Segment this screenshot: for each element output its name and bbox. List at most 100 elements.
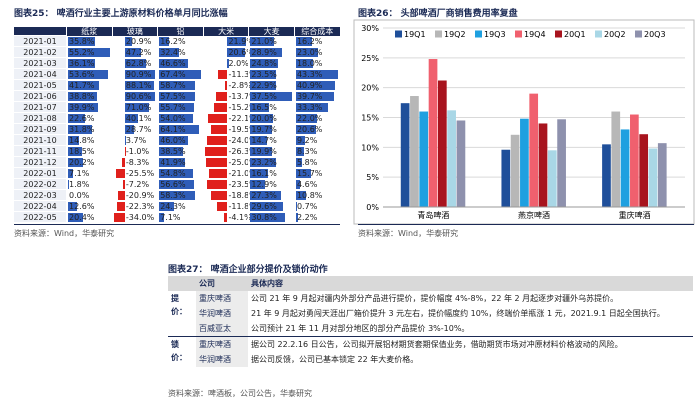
cell-text: 7.1% xyxy=(160,213,181,222)
cell-text: 24.8% xyxy=(251,59,277,68)
month-cell: 2021-09 xyxy=(14,124,66,135)
data-cell: -23.5% xyxy=(202,179,257,190)
data-cell: 24.3% xyxy=(157,201,203,212)
cell-text: 23.5% xyxy=(251,70,277,79)
month-cell: 2021-02 xyxy=(14,47,66,58)
data-cell: 23.0% xyxy=(293,47,340,58)
cell-text: -8.3% xyxy=(125,158,150,167)
cell-text: 38.8% xyxy=(69,92,95,101)
legend-label: 19Q2 xyxy=(444,30,466,39)
cell-text: 55.2% xyxy=(69,48,95,57)
bar xyxy=(400,103,410,207)
data-bar xyxy=(159,147,183,156)
cell-text: 7.1% xyxy=(69,169,90,178)
table-row: 华润啤酒 21 年 9 月起对勇闯天涯出厂箱价提升 3 元左右，提价幅度约 10%… xyxy=(168,306,693,321)
cell-text: -22.1% xyxy=(228,114,257,123)
data-cell: -22.3% xyxy=(111,201,158,212)
data-cell: 54.0% xyxy=(157,113,203,124)
data-bar xyxy=(68,103,99,112)
cell-text: 2.0% xyxy=(228,59,249,68)
table-row: 2021-06 38.8% 90.6% 57.5% -13.7% 37.5% 39.7% xyxy=(14,91,340,102)
cell-text: 28.7% xyxy=(125,125,152,134)
table-row: 提价： 重庆啤酒 公司 21 年 9 月起对疆内外部分产品进行提价，提价幅度 4%-… xyxy=(168,291,693,316)
month-cell: 2021-01 xyxy=(14,36,66,47)
company-cell: 重庆啤酒 xyxy=(196,291,248,306)
data-bar xyxy=(68,92,98,101)
data-bar xyxy=(295,37,312,46)
cell-text: 20.2% xyxy=(69,158,95,167)
data-bar xyxy=(210,125,228,134)
data-cell: 39.9% xyxy=(66,102,112,113)
cell-text: 35.8% xyxy=(69,37,95,46)
header-cell: 纸浆 xyxy=(66,27,112,36)
header-cell xyxy=(14,27,66,36)
month-cell: 2021-04 xyxy=(14,69,66,80)
data-bar xyxy=(159,191,196,200)
cell-text: 22.9% xyxy=(251,81,277,90)
data-cell: -19.5% xyxy=(202,124,257,135)
data-bar xyxy=(295,70,338,79)
cell-text: 56.6% xyxy=(160,180,186,189)
bar xyxy=(501,149,511,207)
data-bar xyxy=(68,70,109,79)
data-cell: 46.0% xyxy=(157,135,203,146)
table-row: 百威亚太 公司预计 21 年 11 月对部分地区的部分产品提价 3%-10%。 xyxy=(168,321,693,337)
data-bar xyxy=(217,70,228,79)
x-tick-label: 燕京啤酒 xyxy=(518,210,550,220)
cell-text: 62.8% xyxy=(125,59,152,68)
data-cell: 67.4% xyxy=(157,69,203,80)
data-cell: 38.8% xyxy=(66,91,112,102)
cell-text: 55.7% xyxy=(160,103,186,112)
data-bar xyxy=(159,213,164,222)
month-cell: 2021-03 xyxy=(14,58,66,69)
table-row: 2022-02 1.8% -7.2% 56.6% -23.5% 12.9% 4.6% xyxy=(14,179,340,190)
data-cell: 24.8% xyxy=(248,58,294,69)
data-cell: 55.7% xyxy=(157,102,203,113)
cell-text: -13.7% xyxy=(228,92,257,101)
data-bar xyxy=(159,37,170,46)
data-cell: 32.4% xyxy=(157,47,203,58)
legend-swatch xyxy=(555,30,562,38)
data-cell: -25.0% xyxy=(202,157,257,168)
bar xyxy=(428,59,438,207)
data-bar xyxy=(68,136,80,145)
data-cell: -4.1% xyxy=(202,212,252,223)
legend-swatch xyxy=(435,30,442,38)
data-cell: 29.6% xyxy=(248,201,294,212)
cell-text: 28.9% xyxy=(251,48,277,57)
data-cell: 31.8% xyxy=(66,124,112,135)
data-bar xyxy=(250,191,281,200)
data-cell: 71.0% xyxy=(111,102,158,113)
bar xyxy=(529,93,539,207)
data-bar xyxy=(68,125,92,134)
bar xyxy=(602,144,611,207)
cell-text: 38.5% xyxy=(160,147,186,156)
y-tick-label: 5% xyxy=(366,173,379,182)
data-cell: 19.9% xyxy=(248,146,294,157)
data-bar xyxy=(295,213,299,222)
data-cell: 64.1% xyxy=(157,124,203,135)
data-bar xyxy=(295,114,318,123)
cell-text: 36.1% xyxy=(69,59,95,68)
data-bar xyxy=(68,169,74,178)
data-cell: 15.7% xyxy=(293,168,340,179)
data-cell: 62.8% xyxy=(111,58,158,69)
cell-text: 23.2% xyxy=(251,158,277,167)
data-bar xyxy=(250,169,269,178)
data-cell: -25.5% xyxy=(111,168,158,179)
header-cell: 公司 xyxy=(196,276,248,291)
data-bar xyxy=(295,169,312,178)
cell-text: 20.6% xyxy=(296,125,323,134)
legend-swatch xyxy=(595,30,602,38)
cell-text: 43.3% xyxy=(296,70,323,79)
data-bar xyxy=(68,37,95,46)
cell-text: 39.7% xyxy=(296,92,323,101)
data-bar xyxy=(295,158,302,167)
data-cell: 38.5% xyxy=(157,146,203,157)
cell-text: 3.7% xyxy=(125,136,147,145)
data-bar xyxy=(250,70,277,79)
data-cell: 53.6% xyxy=(66,69,112,80)
data-cell: 40.1% xyxy=(111,113,158,124)
cell-text: 39.9% xyxy=(69,103,95,112)
data-cell: -2.8% xyxy=(202,80,252,91)
